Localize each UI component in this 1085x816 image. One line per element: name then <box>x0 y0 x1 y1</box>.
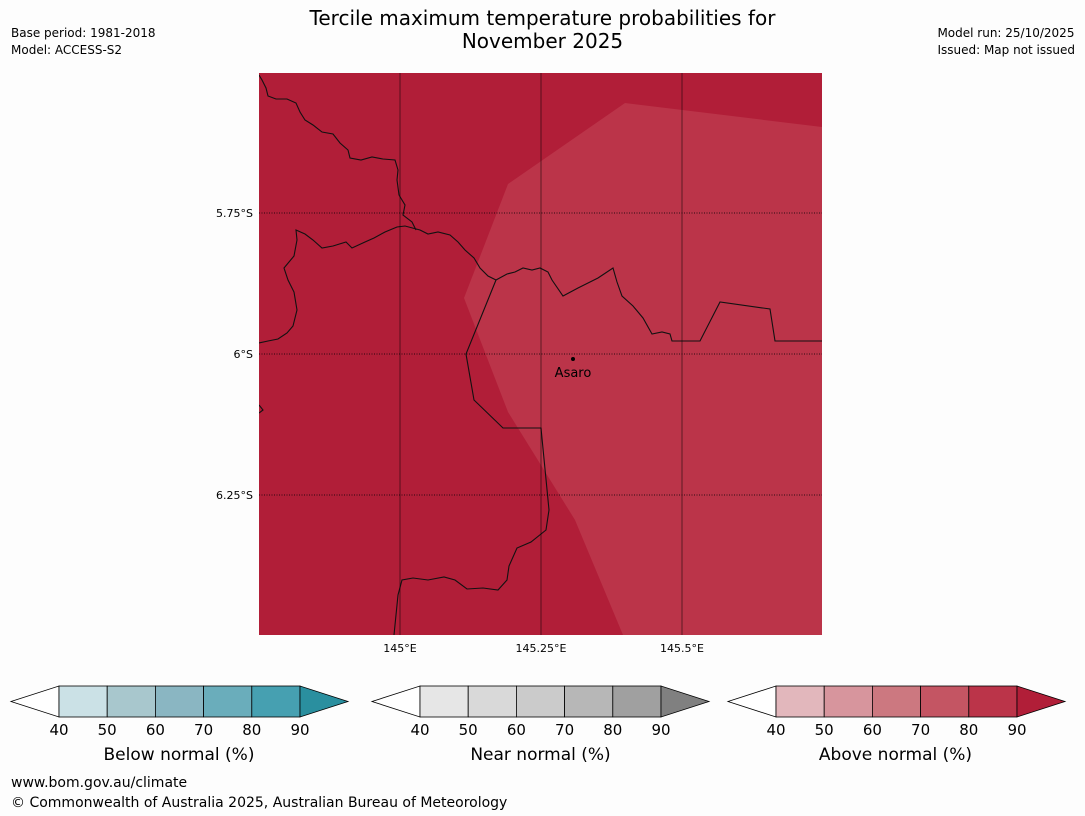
gridlines <box>259 73 822 635</box>
below-colorbar-extend-low <box>9 685 60 718</box>
above-colorbar-extend-high <box>1016 685 1067 718</box>
below-colorbar-segment <box>251 685 301 718</box>
legend-label-below: Below normal (%) <box>103 745 255 765</box>
lat-tick-label: 6°S <box>234 348 253 361</box>
above-colorbar-segment <box>823 685 873 718</box>
longitude-ticks: 145°E 145.25°E 145.5°E <box>383 642 704 655</box>
near-colorbar-segment <box>564 685 614 718</box>
above-colorbar-tick: 40 <box>766 721 785 739</box>
below-colorbar-extend-high <box>299 685 350 718</box>
colorbar-below-normal: 40 50 60 70 80 90 <box>9 685 350 739</box>
below-colorbar-tick: 80 <box>242 721 261 739</box>
below-colorbar-segment <box>154 685 204 718</box>
lon-tick-label: 145°E <box>383 642 416 655</box>
near-colorbar-tick: 70 <box>555 721 574 739</box>
lat-tick-label: 6.25°S <box>216 489 253 502</box>
map-title: Tercile maximum temperature probabilitie… <box>240 7 845 53</box>
near-colorbar-tick: 90 <box>651 721 670 739</box>
near-colorbar-tick: 80 <box>603 721 622 739</box>
near-colorbar-extend-low <box>370 685 421 718</box>
border-line <box>259 74 417 231</box>
website-link[interactable]: www.bom.gov.au/climate <box>11 775 188 791</box>
near-colorbar-tick: 50 <box>459 721 478 739</box>
base-period: Base period: 1981-2018 <box>11 26 156 40</box>
latitude-ticks: 5.75°S 6°S 6.25°S <box>216 207 253 502</box>
near-colorbar-segment <box>612 685 662 718</box>
copyright-text: © Commonwealth of Australia 2025, Austra… <box>11 795 508 811</box>
model-name: Model: ACCESS-S2 <box>11 43 123 57</box>
below-colorbar-segment <box>58 685 108 718</box>
title-line-1: Tercile maximum temperature probabilitie… <box>309 6 776 30</box>
border-line <box>259 225 822 344</box>
issued-status: Issued: Map not issued <box>937 43 1075 57</box>
model-run: Model run: 25/10/2025 <box>937 26 1075 40</box>
colorbar-near-normal: 40 50 60 70 80 90 <box>370 685 711 739</box>
legend-label-near: Near normal (%) <box>470 745 611 765</box>
town-marker <box>571 357 575 361</box>
above-colorbar-segment <box>872 685 922 718</box>
above-colorbar-segment <box>920 685 970 718</box>
meta-left: Base period: 1981-2018 Model: ACCESS-S2 <box>11 25 156 59</box>
above-colorbar-tick: 90 <box>1007 721 1026 739</box>
meta-right: Model run: 25/10/2025 Issued: Map not is… <box>937 25 1075 59</box>
admin-borders <box>259 74 822 635</box>
below-colorbar-segment <box>106 685 156 718</box>
below-colorbar-tick: 50 <box>98 721 117 739</box>
above-colorbar-segment <box>775 685 825 718</box>
probability-region-70-80 <box>464 103 822 635</box>
below-colorbar-tick: 40 <box>49 721 68 739</box>
above-colorbar-tick: 80 <box>959 721 978 739</box>
below-colorbar-tick: 60 <box>146 721 165 739</box>
above-colorbar-extend-low <box>726 685 777 718</box>
below-colorbar-segment <box>203 685 253 718</box>
title-line-2: November 2025 <box>461 29 624 53</box>
border-line <box>259 404 264 414</box>
lat-tick-label: 5.75°S <box>216 207 253 220</box>
above-colorbar-tick: 60 <box>863 721 882 739</box>
border-line <box>393 279 550 635</box>
town-label-asaro: Asaro <box>555 366 592 381</box>
above-colorbar-segment <box>968 685 1018 718</box>
below-colorbar-tick: 90 <box>290 721 309 739</box>
near-colorbar-segment <box>467 685 517 718</box>
near-colorbar-segment <box>516 685 566 718</box>
lon-tick-label: 145.25°E <box>516 642 567 655</box>
map-area[interactable]: Asaro <box>259 73 822 635</box>
below-colorbar-tick: 70 <box>194 721 213 739</box>
near-colorbar-extend-high <box>660 685 711 718</box>
lon-tick-label: 145.5°E <box>660 642 704 655</box>
colorbar-above-normal: 40 50 60 70 80 90 <box>726 685 1067 739</box>
above-colorbar-tick: 70 <box>911 721 930 739</box>
near-colorbar-segment <box>419 685 469 718</box>
legend-label-above: Above normal (%) <box>818 745 973 765</box>
near-colorbar-tick: 40 <box>410 721 429 739</box>
near-colorbar-tick: 60 <box>507 721 526 739</box>
above-colorbar-tick: 50 <box>815 721 834 739</box>
